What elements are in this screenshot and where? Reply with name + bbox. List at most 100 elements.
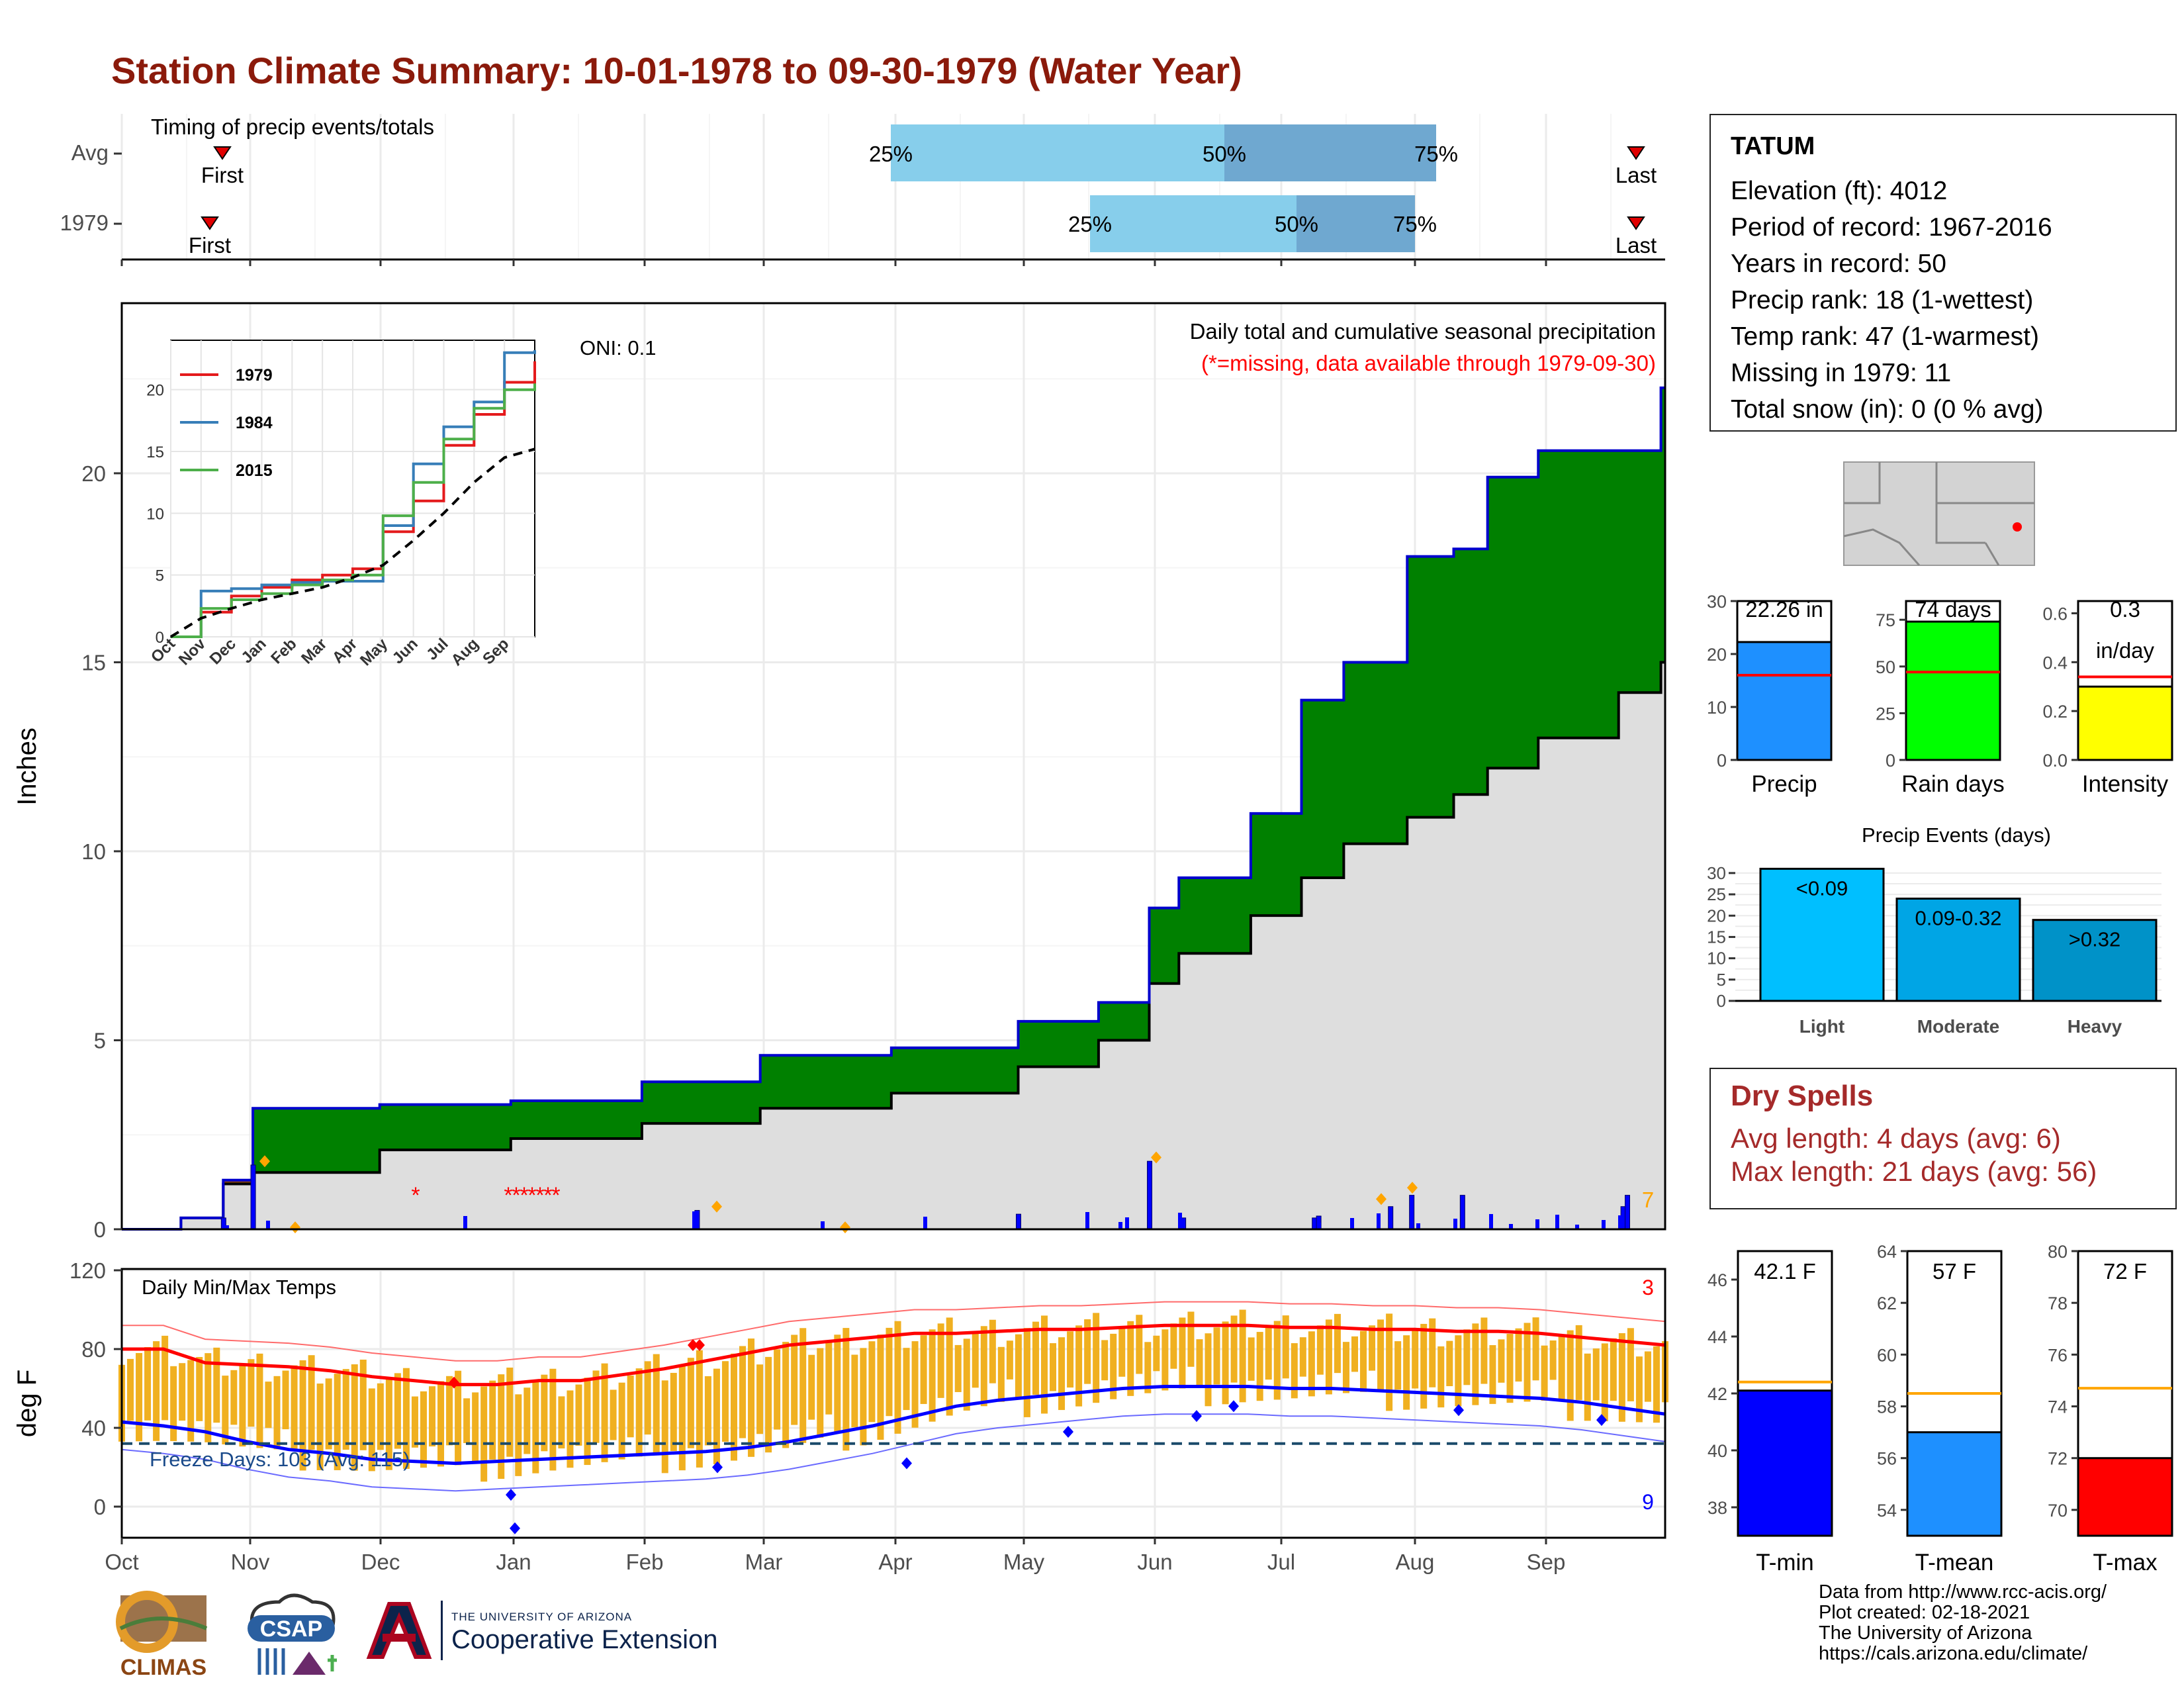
daily-temp-range-bar bbox=[696, 1350, 703, 1468]
dry-spells-box: Dry Spells Avg length: 4 days (avg: 6) M… bbox=[1709, 1068, 2177, 1209]
temp-bar-value bbox=[2077, 1457, 2173, 1537]
temp-bar-tick-label: 38 bbox=[1707, 1498, 1727, 1518]
daily-temp-range-bar bbox=[937, 1323, 944, 1398]
daily-temp-range-bar bbox=[437, 1381, 445, 1467]
daily-temp-range-bar bbox=[282, 1370, 289, 1430]
station-line: Temp rank: 47 (1-warmest) bbox=[1731, 322, 2039, 351]
svg-text:THE UNIVERSITY OF ARIZONA: THE UNIVERSITY OF ARIZONA bbox=[451, 1611, 632, 1623]
event-bar bbox=[2032, 919, 2158, 1002]
month-label: Feb bbox=[626, 1550, 664, 1574]
temp-bar-tick-label: 72 bbox=[2048, 1449, 2068, 1469]
event-bar bbox=[1759, 867, 1885, 1002]
precip-ylabel: Inches bbox=[13, 727, 42, 806]
daily-temp-range-bar bbox=[1446, 1340, 1453, 1387]
event-bar-range-label: >0.32 bbox=[2069, 928, 2120, 951]
map-border-south bbox=[1843, 528, 2000, 566]
daily-temp-range-bar bbox=[1498, 1339, 1505, 1383]
heavy-event-marker bbox=[1407, 1182, 1418, 1194]
daily-temp-range-bar bbox=[196, 1356, 203, 1421]
daily-temp-range-bar bbox=[997, 1346, 1005, 1402]
record-min-line bbox=[121, 1413, 1666, 1492]
daily-precip-bar-small bbox=[1453, 1219, 1457, 1229]
daily-temp-range-bar bbox=[187, 1360, 195, 1442]
daily-precip-bar-small bbox=[1377, 1213, 1381, 1229]
daily-temp-range-bar bbox=[1558, 1335, 1565, 1401]
month-label: Nov bbox=[231, 1550, 270, 1574]
daily-temp-range-bar bbox=[1549, 1340, 1557, 1380]
mini-bar-tick-label: 50 bbox=[1876, 657, 1895, 677]
daily-precip-bar bbox=[1015, 1213, 1021, 1230]
daily-temp-range-bar bbox=[1644, 1351, 1651, 1402]
month-label: Oct bbox=[105, 1550, 138, 1574]
daily-temp-range-bar bbox=[1567, 1330, 1574, 1421]
temp-bar-tick-label: 60 bbox=[1877, 1345, 1897, 1365]
daily-temp-range-bar bbox=[239, 1364, 246, 1447]
daily-temp-range-bar bbox=[1050, 1343, 1057, 1391]
heavy-event-marker bbox=[1151, 1151, 1161, 1164]
temp-label: Daily Min/Max Temps bbox=[142, 1276, 336, 1299]
daily-temp-range-bar bbox=[1472, 1323, 1479, 1405]
daily-precip-bar bbox=[1409, 1195, 1415, 1230]
inset-ytick-label: 20 bbox=[146, 382, 164, 400]
events-tick-label: 10 bbox=[1707, 949, 1726, 968]
daily-temp-range-bar bbox=[230, 1370, 238, 1425]
event-bar-range-label: 0.09-0.32 bbox=[1915, 907, 2002, 930]
daily-temp-range-bar bbox=[136, 1352, 143, 1442]
daily-temp-range-bar bbox=[1369, 1325, 1376, 1371]
daily-temp-range-bar bbox=[653, 1354, 660, 1454]
daily-temp-range-bar bbox=[308, 1355, 315, 1450]
temp-bar-chart-t-mean: 54 56 58 60 62 64 57 F T-mean bbox=[1877, 1242, 2003, 1575]
heavy-event-marker bbox=[259, 1155, 270, 1168]
daily-temp-range-bar bbox=[963, 1338, 970, 1411]
daily-temp-range-bar bbox=[1136, 1315, 1143, 1374]
daily-temp-range-bar bbox=[170, 1366, 177, 1441]
daily-temp-range-bar bbox=[1532, 1317, 1539, 1381]
mini-bar-tick-label: 0 bbox=[1886, 751, 1895, 771]
daily-temp-range-bar bbox=[394, 1373, 401, 1449]
daily-temp-range-bar bbox=[1394, 1341, 1402, 1390]
mini-bar-tick-label: 0.6 bbox=[2042, 604, 2068, 624]
daily-temp-range-bar bbox=[678, 1365, 686, 1471]
missing-marker: * bbox=[512, 1183, 520, 1208]
daily-temp-range-bar bbox=[1455, 1335, 1462, 1407]
daily-temp-range-bar bbox=[877, 1335, 884, 1440]
daily-temp-range-bar bbox=[860, 1348, 867, 1446]
avg-max-line bbox=[122, 1323, 1666, 1387]
daily-precip-bar-small bbox=[463, 1216, 467, 1229]
events-tick-label: 20 bbox=[1707, 906, 1726, 925]
events-tick-label: 15 bbox=[1707, 927, 1726, 947]
month-label: Aug bbox=[1396, 1550, 1435, 1574]
heavy-event-marker bbox=[290, 1221, 300, 1234]
precip-ytick-label: 20 bbox=[81, 461, 106, 486]
record-low-marker bbox=[1191, 1410, 1202, 1423]
mini-bar-value-label: 0.3 bbox=[2110, 597, 2140, 622]
daily-temp-range-bar bbox=[463, 1398, 471, 1444]
daily-precip-bar bbox=[1388, 1206, 1394, 1230]
daily-temp-range-bar bbox=[1420, 1323, 1428, 1409]
daily-precip-bar-small bbox=[1350, 1218, 1354, 1229]
daily-temp-range-bar bbox=[377, 1383, 384, 1450]
daily-temp-range-bar bbox=[1351, 1336, 1358, 1372]
daily-temp-range-bar bbox=[817, 1348, 824, 1438]
events-tick-label: 5 bbox=[1717, 970, 1726, 990]
daily-temp-range-bar bbox=[1222, 1321, 1229, 1405]
daily-temp-range-bar bbox=[1118, 1327, 1126, 1377]
record-low-marker bbox=[1596, 1414, 1607, 1427]
daily-temp-range-bar bbox=[799, 1328, 807, 1443]
daily-temp-range-bar bbox=[756, 1364, 764, 1434]
events-tick-label: 25 bbox=[1707, 884, 1726, 904]
month-label: Jan bbox=[496, 1550, 531, 1574]
mini-bar-value-label: 22.26 in bbox=[1745, 597, 1823, 622]
daily-temp-range-bar bbox=[1153, 1335, 1160, 1372]
precip-ytick-label: 15 bbox=[81, 650, 106, 675]
daily-temp-range-bar bbox=[1601, 1343, 1608, 1422]
daily-temp-range-bar bbox=[834, 1335, 841, 1433]
daily-temp-range-bar bbox=[1291, 1343, 1298, 1399]
temp-bar-value-label: 57 F bbox=[1933, 1259, 1976, 1284]
daily-temp-range-bar bbox=[721, 1361, 729, 1442]
record-low-marker bbox=[1453, 1404, 1464, 1417]
month-label: Dec bbox=[361, 1550, 400, 1574]
daily-temp-range-bar bbox=[342, 1369, 349, 1450]
daily-temp-range-bar bbox=[1360, 1331, 1367, 1392]
